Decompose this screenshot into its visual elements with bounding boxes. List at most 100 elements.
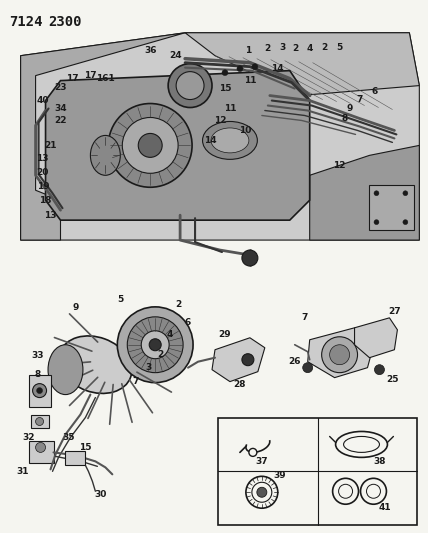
Text: 13: 13 bbox=[36, 154, 49, 163]
Bar bbox=[369, 185, 414, 230]
Polygon shape bbox=[212, 338, 265, 382]
Ellipse shape bbox=[344, 437, 380, 453]
Text: 25: 25 bbox=[386, 375, 398, 384]
Ellipse shape bbox=[48, 345, 83, 394]
Circle shape bbox=[366, 484, 380, 498]
Circle shape bbox=[249, 448, 257, 456]
Text: 21: 21 bbox=[44, 141, 57, 150]
Circle shape bbox=[374, 191, 379, 196]
Text: 20: 20 bbox=[36, 168, 49, 177]
Bar bbox=[218, 417, 417, 525]
Circle shape bbox=[242, 354, 254, 366]
Circle shape bbox=[252, 63, 258, 70]
Ellipse shape bbox=[202, 122, 257, 159]
Circle shape bbox=[339, 484, 353, 498]
Bar bbox=[65, 451, 86, 465]
Text: 161: 161 bbox=[96, 74, 115, 83]
Circle shape bbox=[117, 307, 193, 383]
Text: 35: 35 bbox=[62, 433, 75, 442]
Circle shape bbox=[237, 66, 243, 71]
Circle shape bbox=[33, 384, 47, 398]
Circle shape bbox=[36, 387, 42, 393]
Text: 2300: 2300 bbox=[48, 15, 82, 29]
Text: 2: 2 bbox=[265, 44, 271, 53]
Text: 8: 8 bbox=[342, 114, 348, 123]
Text: 33: 33 bbox=[31, 351, 44, 360]
Text: 32: 32 bbox=[22, 433, 35, 442]
Text: 5: 5 bbox=[336, 43, 343, 52]
Text: 5: 5 bbox=[117, 295, 123, 304]
Polygon shape bbox=[45, 71, 310, 220]
Text: 38: 38 bbox=[373, 457, 386, 466]
Ellipse shape bbox=[90, 135, 120, 175]
Circle shape bbox=[141, 331, 169, 359]
Text: 14: 14 bbox=[271, 64, 284, 73]
Text: 14: 14 bbox=[204, 136, 216, 145]
Text: 2: 2 bbox=[175, 301, 181, 309]
Circle shape bbox=[122, 117, 178, 173]
Text: 39: 39 bbox=[273, 471, 286, 480]
Ellipse shape bbox=[336, 431, 387, 457]
Text: 15: 15 bbox=[79, 443, 92, 452]
Text: 2: 2 bbox=[157, 350, 163, 359]
Ellipse shape bbox=[59, 336, 132, 393]
Circle shape bbox=[149, 339, 161, 351]
Bar bbox=[30, 415, 48, 429]
Text: 7124: 7124 bbox=[9, 15, 42, 29]
Polygon shape bbox=[185, 33, 419, 95]
Text: 22: 22 bbox=[54, 116, 67, 125]
Text: 9: 9 bbox=[346, 104, 353, 113]
Text: 11: 11 bbox=[224, 104, 236, 113]
Text: 17: 17 bbox=[84, 71, 97, 80]
Text: 28: 28 bbox=[234, 380, 246, 389]
Circle shape bbox=[36, 417, 44, 425]
Circle shape bbox=[242, 250, 258, 266]
Text: 18: 18 bbox=[39, 196, 52, 205]
Circle shape bbox=[127, 317, 183, 373]
Text: 41: 41 bbox=[378, 503, 391, 512]
Circle shape bbox=[138, 133, 162, 157]
Ellipse shape bbox=[211, 128, 249, 153]
Text: 4: 4 bbox=[167, 330, 173, 340]
Text: 24: 24 bbox=[169, 51, 181, 60]
Text: 27: 27 bbox=[388, 308, 401, 317]
Text: 11: 11 bbox=[244, 76, 256, 85]
Text: 23: 23 bbox=[54, 83, 67, 92]
Polygon shape bbox=[21, 33, 419, 240]
Circle shape bbox=[374, 365, 384, 375]
Text: 2: 2 bbox=[293, 44, 299, 53]
Text: 9: 9 bbox=[72, 303, 79, 312]
Polygon shape bbox=[308, 328, 374, 378]
Circle shape bbox=[374, 220, 379, 224]
Circle shape bbox=[360, 478, 386, 504]
Text: 36: 36 bbox=[144, 46, 157, 55]
Text: 8: 8 bbox=[34, 370, 41, 379]
Polygon shape bbox=[310, 146, 419, 240]
Text: 10: 10 bbox=[239, 126, 251, 135]
Text: 31: 31 bbox=[16, 467, 29, 476]
Text: 34: 34 bbox=[54, 104, 67, 113]
Circle shape bbox=[403, 191, 408, 196]
Text: 12: 12 bbox=[333, 161, 346, 170]
Circle shape bbox=[333, 478, 359, 504]
Text: 7: 7 bbox=[301, 313, 308, 322]
Text: 30: 30 bbox=[94, 490, 107, 499]
Circle shape bbox=[222, 70, 228, 76]
Circle shape bbox=[36, 442, 45, 453]
Text: 7: 7 bbox=[132, 377, 138, 386]
Text: 3: 3 bbox=[145, 363, 152, 372]
Circle shape bbox=[257, 487, 267, 497]
Text: 29: 29 bbox=[219, 330, 231, 340]
Text: 19: 19 bbox=[37, 182, 50, 191]
Text: 17: 17 bbox=[66, 74, 79, 83]
Circle shape bbox=[322, 337, 357, 373]
Polygon shape bbox=[354, 318, 398, 358]
Circle shape bbox=[168, 63, 212, 108]
Circle shape bbox=[246, 477, 278, 508]
Circle shape bbox=[108, 103, 192, 187]
Circle shape bbox=[403, 220, 408, 224]
Text: 40: 40 bbox=[36, 96, 49, 105]
Text: 4: 4 bbox=[306, 44, 313, 53]
Circle shape bbox=[176, 71, 204, 100]
Polygon shape bbox=[21, 33, 185, 240]
